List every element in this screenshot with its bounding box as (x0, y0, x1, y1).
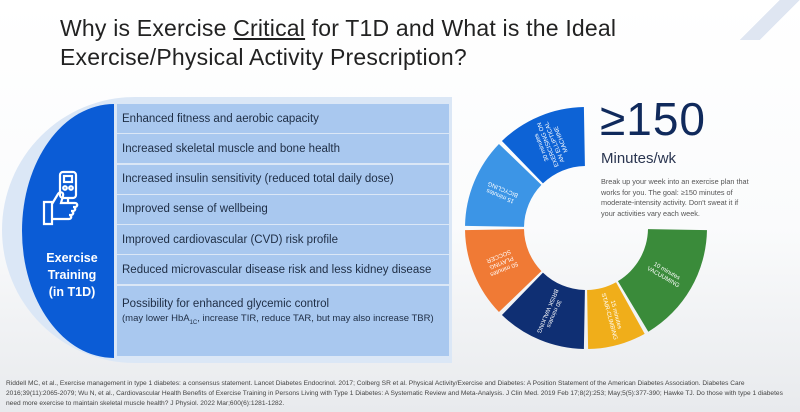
title-text: Why is Exercise (60, 15, 234, 41)
benefits-list: Enhanced fitness and aerobic capacity In… (117, 104, 449, 357)
glucose-meter-thumbs-up-icon (42, 170, 79, 226)
benefit-main-text: Possibility for enhanced glycemic contro… (122, 297, 330, 310)
donut-segment (617, 229, 707, 332)
corner-decoration (740, 0, 800, 40)
exercise-training-label: Exercise Training (in T1D) (32, 250, 112, 301)
label-line: Training (47, 268, 97, 282)
prescription-description: Break up your week into an exercise plan… (601, 177, 749, 218)
subscript: 1C (189, 319, 198, 326)
donut-segment (501, 272, 585, 349)
sub-text: (may lower HbA (122, 312, 190, 324)
donut-segment (501, 107, 585, 184)
donut-segment (465, 143, 542, 227)
benefit-item: Increased skeletal muscle and bone healt… (117, 134, 449, 164)
title-emphasis: Critical (233, 15, 306, 41)
benefit-item: Possibility for enhanced glycemic contro… (117, 285, 449, 356)
benefit-item: Improved sense of wellbeing (117, 194, 449, 224)
sub-text: , increase TIR, reduce TAR, but may also… (197, 312, 434, 324)
label-line: (in T1D) (48, 285, 96, 299)
benefit-item: Enhanced fitness and aerobic capacity (117, 104, 449, 133)
title-text: for T1D and What is the Ideal (305, 15, 617, 41)
benefit-item: Improved cardiovascular (CVD) risk profi… (117, 225, 449, 255)
label-line: Exercise (46, 251, 98, 265)
benefit-sub-text: (may lower HbA1C, increase TIR, reduce T… (122, 312, 449, 330)
title-line-2: Exercise/Physical Activity Prescription? (60, 44, 467, 70)
slide-title: Why is Exercise Critical for T1D and Wha… (60, 14, 616, 72)
benefit-item: Increased insulin sensitivity (reduced t… (117, 164, 449, 194)
references: Riddell MC, et al., Exercise management … (6, 380, 783, 407)
benefit-item: Reduced microvascular disease risk and l… (117, 255, 449, 285)
minutes-headline: ≥150 (600, 93, 706, 145)
donut-segment (587, 282, 645, 349)
minutes-unit: Minutes/wk (601, 150, 677, 167)
donut-segment (465, 229, 542, 313)
donut-segment-label: 30 minutesEXERCISING ONAN ELLIPTICALMACH… (530, 116, 573, 170)
